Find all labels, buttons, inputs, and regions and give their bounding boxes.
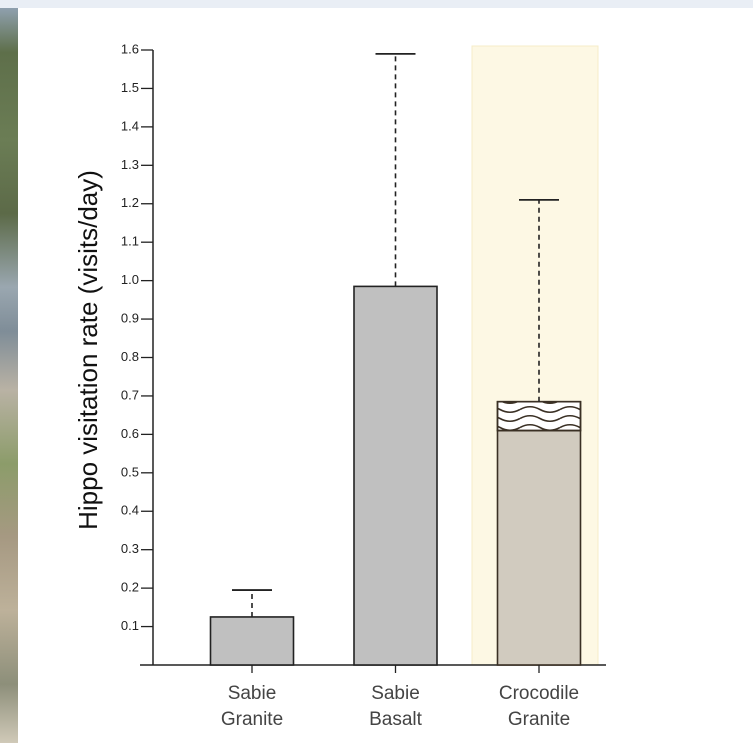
bar	[209, 616, 295, 666]
y-tick-label: 1.4	[121, 118, 139, 133]
y-tick-label: 1.3	[121, 157, 139, 172]
y-tick-label: 1.6	[121, 41, 139, 56]
y-tick-label: 1.5	[121, 80, 139, 95]
y-tick-label: 0.1	[121, 618, 139, 633]
y-tick-label: 0.8	[121, 349, 139, 364]
y-tick-label: 1.2	[121, 195, 139, 210]
y-tick-label: 0.9	[121, 311, 139, 326]
bar	[496, 429, 582, 666]
background-photo	[0, 8, 18, 743]
y-tick-label: 0.4	[121, 503, 139, 518]
y-tick-label: 0.7	[121, 387, 139, 402]
x-tick-label: Crocodile Granite	[498, 683, 580, 730]
y-axis-label: Hippo visitation rate (visits/day)	[73, 170, 103, 530]
y-tick-label: 0.2	[121, 580, 139, 595]
x-tick-label: Sabie Basalt	[369, 683, 422, 730]
bar	[353, 285, 438, 666]
bar-segment-hatch	[496, 400, 582, 432]
y-tick-label: 1.1	[121, 234, 139, 249]
y-tick-label: 1.0	[121, 272, 139, 287]
y-tick-label: 0.3	[121, 541, 139, 556]
y-tick-label: 0.5	[121, 464, 139, 479]
x-tick-label: Sabie Granite	[220, 683, 284, 730]
y-tick-label: 0.6	[121, 426, 139, 441]
